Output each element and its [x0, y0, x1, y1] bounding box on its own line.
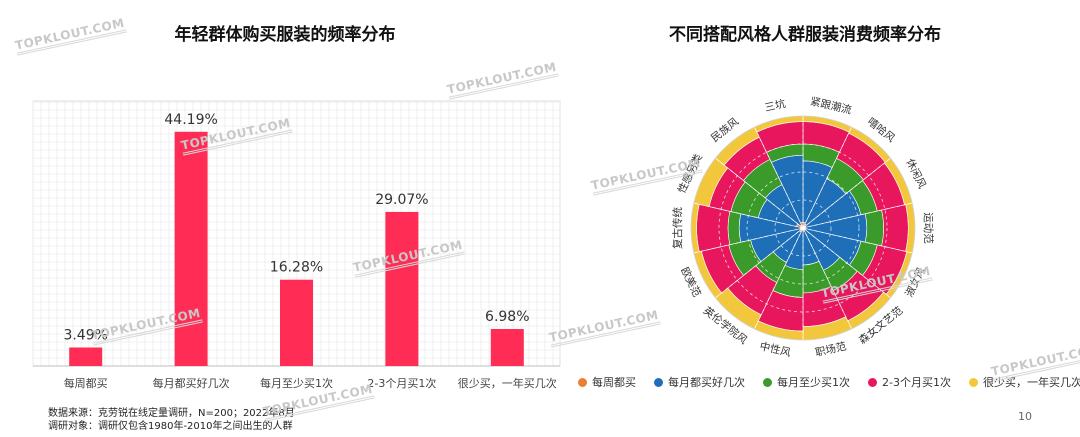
rose-category-label: 运动范	[922, 212, 935, 244]
survey-subject-note: 调研对象：调研仅包含1980年-2010年之间出生的人群	[48, 421, 293, 432]
category-label: 每周都买	[64, 376, 108, 390]
rose-segment	[727, 210, 742, 246]
legend-label: 每月至少买1次	[777, 376, 850, 389]
legend-item: 很少买，一年买几次	[968, 374, 1080, 390]
legend-item: 2-3个月买1次	[868, 374, 951, 390]
page-number: 10	[1018, 410, 1032, 423]
rose-chart: 紧跟潮流嘻哈风休闲风运动范淑女风森女文艺范职场范中性风英伦学院风欧美范复古传统性…	[671, 95, 935, 360]
category-label: 每月都买好几次	[153, 376, 230, 390]
legend-item: 每月都买好几次	[654, 374, 745, 390]
legend-dot-icon	[763, 377, 772, 387]
bar	[69, 347, 103, 366]
legend-item: 每月至少买1次	[763, 374, 850, 390]
legend-dot-icon	[868, 377, 877, 387]
bar-value-label: 44.19%	[164, 112, 217, 128]
category-label: 很少买，一年买几次	[458, 376, 557, 390]
rose-segment	[696, 203, 731, 253]
rose-category-label: 职场范	[814, 339, 848, 359]
bar-chart: 3.49% 每周都买 44.19% 每月都买好几次 16.28% 每月至少买1次 29.07…	[32, 100, 561, 390]
rose-chart-title: 不同搭配风格人群服装消费频率分布	[669, 25, 941, 45]
legend-label: 2-3个月买1次	[882, 376, 951, 389]
data-source-note: 数据来源：克劳锐在线定量调研，N=200；2022年8月	[48, 408, 295, 419]
bar	[280, 279, 313, 366]
bar-value-label: 3.49%	[63, 328, 107, 344]
bar	[174, 131, 208, 366]
bar	[385, 211, 419, 366]
bar	[490, 329, 524, 366]
legend-item: 每周都买	[578, 374, 636, 390]
legend-dot-icon	[654, 377, 663, 387]
rose-category-label: 中性风	[758, 340, 792, 360]
bar-chart-title: 年轻群体购买服装的频率分布	[174, 25, 396, 45]
bar-value-label: 29.07%	[375, 192, 428, 208]
category-label: 每月至少买1次	[260, 376, 333, 390]
rose-category-label: 休闲风	[903, 157, 929, 191]
bar-value-label: 6.98%	[485, 309, 529, 325]
legend-label: 很少买，一年买几次	[982, 376, 1080, 389]
category-label: 2-3个月买1次	[367, 376, 436, 390]
legend-dot-icon	[578, 377, 587, 387]
bar-value-label: 16.28%	[270, 260, 323, 276]
legend-label: 每月都买好几次	[668, 376, 745, 389]
legend-label: 每周都买	[592, 376, 636, 389]
rose-category-label: 紧跟潮流	[809, 95, 853, 117]
rose-category-label: 三坑	[763, 97, 787, 114]
rose-category-label: 复古传统	[671, 207, 684, 249]
legend-dot-icon	[968, 377, 978, 387]
rose-segment	[864, 209, 884, 247]
rose-legend: 每周都买 每月都买好几次 每月至少买1次 2-3个月买1次 很少买，一年买几次	[578, 374, 1080, 390]
